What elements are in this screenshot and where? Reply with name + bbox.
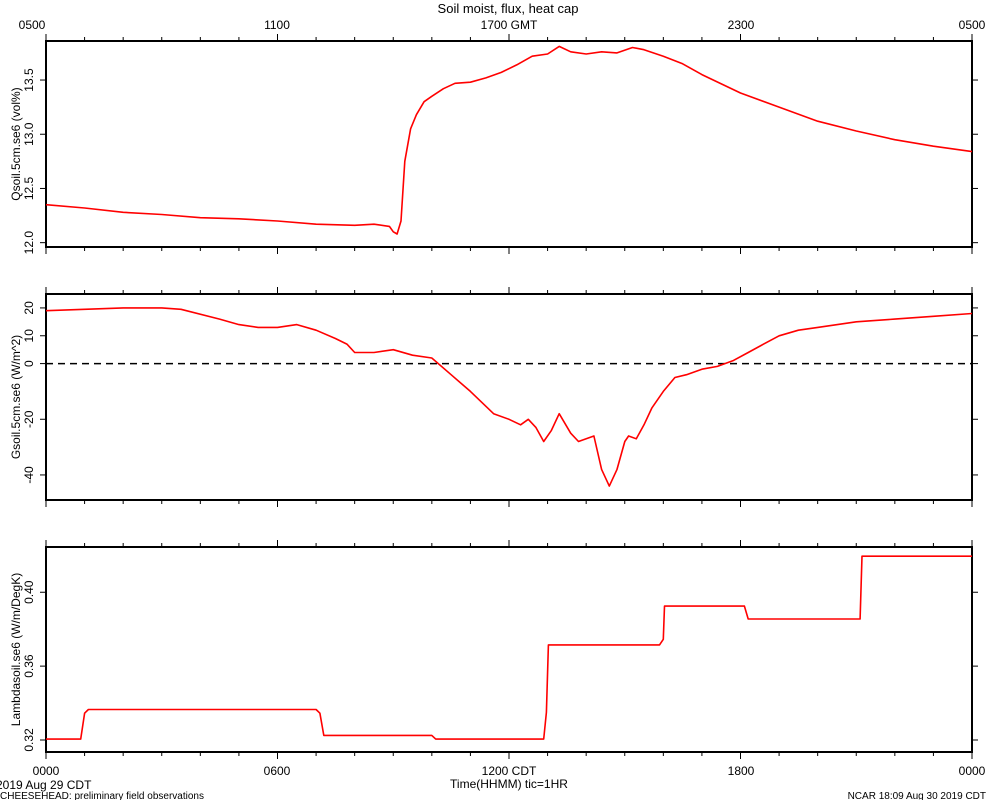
bottom-tick-label: 0000 [959,764,986,778]
bottom-tick-label: 1200 CDT [482,764,537,778]
data-series-line [45,45,973,235]
y-axis-label: Lambdasoil.se6 (W/m/DegK) [9,573,23,726]
top-tick-label: 1700 GMT [481,18,538,32]
y-tick-label: 12.5 [22,176,36,200]
y-tick-label: -40 [22,466,36,484]
y-tick-label: 0.40 [22,580,36,604]
plot-frame [45,546,973,753]
data-series-line [45,307,973,487]
top-tick-label: 0500 [19,18,46,32]
panel-soil-heat-flux: -40 -20 0 10 20 Gsoil.5cm.se6 (W/m^2) [9,287,978,507]
data-series-line [46,555,972,740]
y-tick-label: 13.5 [22,68,36,92]
top-tick-label: 2300 [728,18,755,32]
y-tick-label: 0 [22,360,36,367]
y-tick-label: -20 [22,410,36,428]
y-axis-label: Qsoil.5cm.se6 (vol%) [9,87,23,200]
bottom-tick-label: 0000 [33,764,60,778]
y-axis-label: Gsoil.5cm.se6 (W/m^2) [9,335,23,459]
y-tick-label: 0.32 [22,728,36,752]
y-tick-label: 20 [22,301,36,315]
bottom-tick-label: 1800 [728,764,755,778]
x-axis-label: Time(HHMM) tic=1HR [450,777,568,791]
top-tick-label: 0500 [959,18,986,32]
y-tick-label: 12.0 [22,231,36,255]
y-tick-label: 0.36 [22,654,36,678]
chart-title: Soil moist, flux, heat cap [438,1,579,16]
footer-note: CHEESEHEAD: preliminary field observatio… [0,791,204,800]
top-tick-label: 1100 [264,18,290,32]
footer-timestamp: NCAR 18:09 Aug 30 2019 CDT [848,791,986,800]
footer-date: 2019 Aug 29 CDT [0,778,92,792]
bottom-tick-label: 0600 [264,764,291,778]
y-tick-label: 13.0 [22,122,36,146]
y-tick-label: 10 [22,329,36,343]
